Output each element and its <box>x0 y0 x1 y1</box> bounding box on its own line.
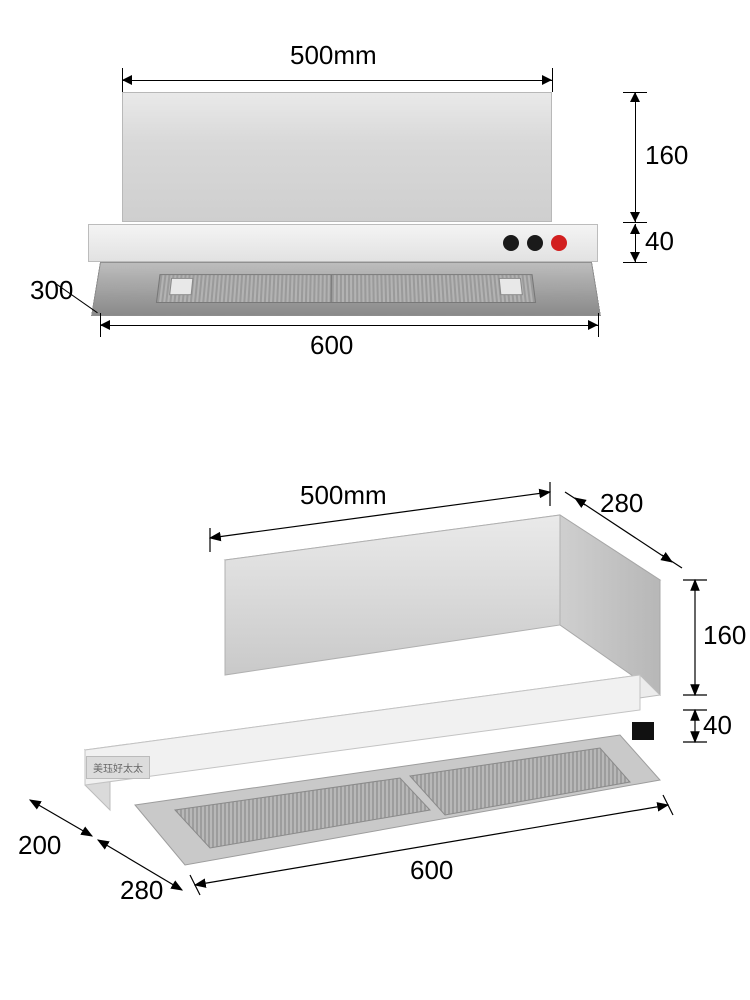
dim-p-extend-depth: 200 <box>18 830 61 861</box>
dim-p-top-depth: 280 <box>600 488 643 519</box>
perspective-svg <box>0 470 750 990</box>
brand-plate: 美珏好太太 <box>86 756 150 779</box>
dim-p-panel-height: 40 <box>703 710 732 741</box>
arrow-left-icon <box>100 320 110 330</box>
hood-side-face <box>560 515 660 695</box>
control-button-power <box>551 235 567 251</box>
light-right <box>499 278 523 295</box>
side-button <box>632 722 654 740</box>
dim-p-top-width: 500mm <box>300 480 387 511</box>
dim-tick <box>598 313 599 337</box>
dim-tick <box>623 262 647 263</box>
dim-tick <box>552 68 553 92</box>
dim-panel-width-label: 600 <box>310 330 353 361</box>
dim-tick <box>623 222 647 223</box>
dim-p-bottom-width: 600 <box>410 855 453 886</box>
hood-body <box>122 92 552 222</box>
control-button-2 <box>527 235 543 251</box>
hood-front-panel <box>88 224 598 262</box>
dim-panel-width-line <box>100 325 598 326</box>
arrow-up-icon <box>630 92 640 102</box>
arrow-down-icon <box>630 252 640 262</box>
hood-front-face <box>225 515 560 675</box>
arrow-right-icon <box>588 320 598 330</box>
dim-panel-height-label: 40 <box>645 226 674 257</box>
front-view: 500mm 600 300 160 40 <box>60 40 700 380</box>
arrow-left-icon <box>122 75 132 85</box>
dim-body-height-line <box>635 92 636 222</box>
arrow-down-icon <box>630 212 640 222</box>
dim-p-body-height: 160 <box>703 620 746 651</box>
hood-underside <box>91 262 601 316</box>
arrow-right-icon <box>542 75 552 85</box>
light-left <box>169 278 193 295</box>
dim-top-width-label: 500mm <box>290 40 377 71</box>
dim-p-drawer-depth: 280 <box>120 875 163 906</box>
arrow-up-icon <box>630 224 640 234</box>
dim-body-height-label: 160 <box>645 140 688 171</box>
control-button-1 <box>503 235 519 251</box>
perspective-view: 美珏好太太 500mm 280 160 40 600 280 200 <box>0 470 750 990</box>
dim-top-width-line <box>122 80 552 81</box>
